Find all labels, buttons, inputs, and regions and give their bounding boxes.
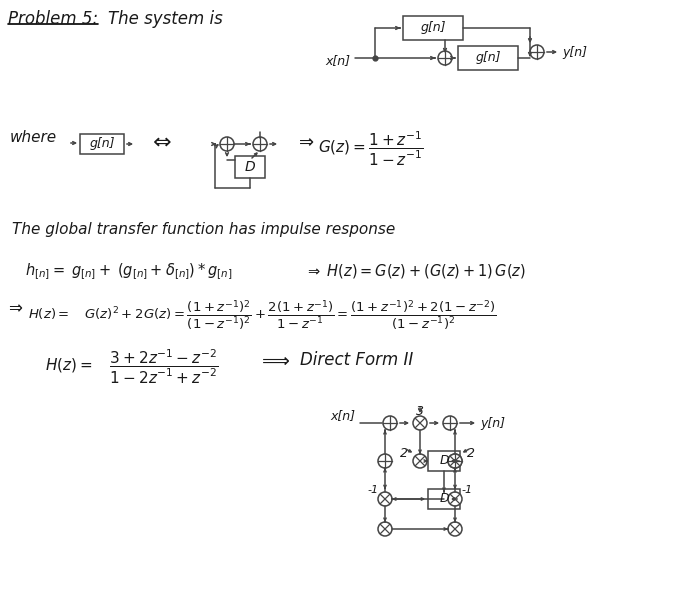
- Text: $\Rightarrow$: $\Rightarrow$: [295, 132, 315, 150]
- Circle shape: [448, 454, 462, 468]
- Bar: [428, 489, 460, 509]
- Circle shape: [220, 137, 234, 151]
- Text: g[n]: g[n]: [89, 138, 115, 151]
- Text: g[n]: g[n]: [420, 21, 446, 35]
- Circle shape: [383, 416, 397, 430]
- Bar: [428, 451, 460, 471]
- Text: The system is: The system is: [108, 10, 223, 28]
- Bar: [403, 16, 463, 40]
- Bar: [458, 46, 518, 70]
- Text: 2: 2: [400, 447, 408, 460]
- Text: $\Leftrightarrow$: $\Leftrightarrow$: [148, 132, 172, 152]
- Text: x[n]: x[n]: [330, 409, 355, 422]
- Text: $h_{[n]} = \; g_{[n]} + \; (g_{[n]}+\delta_{[n]}) * g_{[n]}$: $h_{[n]} = \; g_{[n]} + \; (g_{[n]}+\del…: [25, 262, 233, 283]
- Text: $H(z)=\quad G(z)^{2}+2G(z)=\dfrac{(1+z^{-1})^{2}}{(1-z^{-1})^{2}}+\dfrac{2(1+z^{: $H(z)=\quad G(z)^{2}+2G(z)=\dfrac{(1+z^{…: [28, 298, 497, 332]
- Circle shape: [448, 522, 462, 536]
- Text: y[n]: y[n]: [562, 46, 587, 59]
- Text: D: D: [439, 455, 449, 467]
- Text: 3: 3: [416, 405, 424, 418]
- Text: $\Longrightarrow$: $\Longrightarrow$: [258, 351, 291, 370]
- Circle shape: [448, 454, 462, 468]
- Circle shape: [530, 45, 544, 59]
- Bar: [235, 156, 265, 178]
- Text: $\Rightarrow$: $\Rightarrow$: [5, 298, 24, 316]
- Text: D: D: [439, 492, 449, 505]
- Text: -1: -1: [462, 485, 473, 495]
- Text: Direct Form II: Direct Form II: [300, 351, 413, 369]
- Text: $\Rightarrow \; H(z) = G(z)+(G(z)+1)\,G(z)$: $\Rightarrow \; H(z) = G(z)+(G(z)+1)\,G(…: [305, 262, 526, 280]
- Bar: [80, 134, 124, 154]
- Text: y[n]: y[n]: [480, 417, 505, 430]
- Circle shape: [378, 454, 392, 468]
- Text: Problem 5:: Problem 5:: [8, 10, 98, 28]
- Circle shape: [443, 416, 457, 430]
- Text: The global transfer function has impulse response: The global transfer function has impulse…: [12, 222, 395, 237]
- Circle shape: [378, 522, 392, 536]
- Text: x[n]: x[n]: [325, 54, 350, 67]
- Circle shape: [438, 51, 452, 65]
- Circle shape: [253, 137, 267, 151]
- Circle shape: [413, 416, 427, 430]
- Circle shape: [448, 492, 462, 506]
- Text: -1: -1: [367, 485, 379, 495]
- Text: $G(z)=\dfrac{1+z^{-1}}{1-z^{-1}}$: $G(z)=\dfrac{1+z^{-1}}{1-z^{-1}}$: [318, 130, 424, 168]
- Circle shape: [413, 454, 427, 468]
- Circle shape: [378, 492, 392, 506]
- Text: $H(z)=\quad\dfrac{3+2z^{-1}-z^{-2}}{1-2z^{-1}+z^{-2}}$: $H(z)=\quad\dfrac{3+2z^{-1}-z^{-2}}{1-2z…: [45, 348, 219, 386]
- Text: where: where: [10, 130, 57, 145]
- Text: D: D: [245, 160, 255, 174]
- Text: 2: 2: [467, 447, 475, 460]
- Text: g[n]: g[n]: [475, 51, 501, 64]
